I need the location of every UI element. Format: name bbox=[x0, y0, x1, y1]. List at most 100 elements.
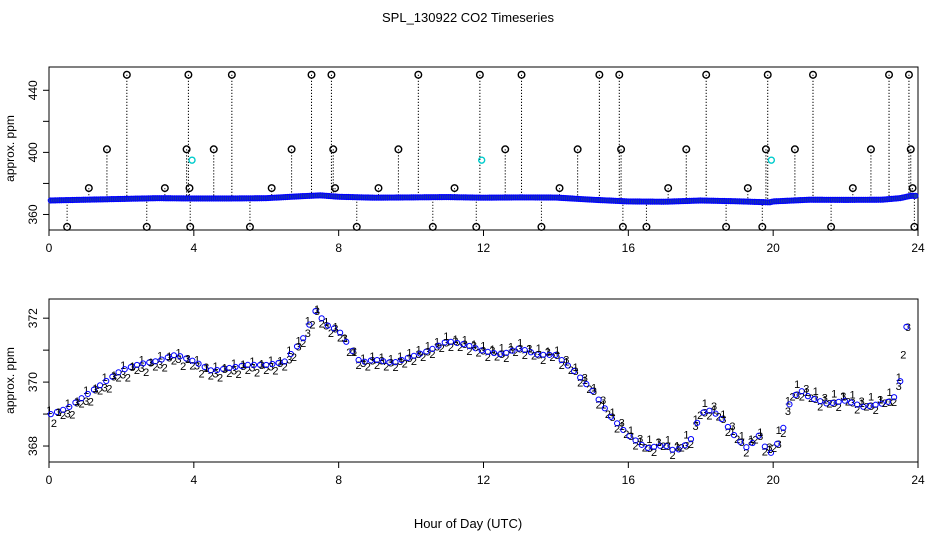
series-point bbox=[300, 335, 307, 342]
series-point-label: 2 bbox=[817, 401, 823, 413]
x-axis-title: Hour of Day (UTC) bbox=[414, 516, 522, 531]
series-point bbox=[176, 353, 184, 360]
series-point-label: 2 bbox=[337, 333, 343, 345]
series-point-label: 3 bbox=[849, 397, 855, 409]
series-point-label: 3 bbox=[111, 372, 117, 384]
series-point-label: 2 bbox=[633, 440, 639, 452]
series-point bbox=[109, 373, 116, 380]
series-point-label: 2 bbox=[642, 443, 648, 455]
series-point-label: 2 bbox=[494, 351, 500, 363]
series-point-label: 1 bbox=[582, 375, 588, 387]
series-point bbox=[380, 358, 387, 365]
series-point bbox=[823, 400, 830, 407]
series-point-label: 2 bbox=[356, 360, 362, 372]
series-point-label: 3 bbox=[517, 344, 523, 356]
y-axis-title-top: approx. ppm bbox=[3, 115, 17, 182]
series-point bbox=[343, 338, 350, 345]
series-point bbox=[786, 401, 793, 408]
series-point-label: 2 bbox=[697, 410, 703, 422]
series-point-label: 1 bbox=[877, 395, 883, 407]
series-point-label: 1 bbox=[757, 427, 763, 439]
series-point-label: 2 bbox=[466, 346, 472, 358]
series-point bbox=[804, 393, 812, 400]
series-point-label: 1 bbox=[665, 434, 671, 446]
series-point-label: 1 bbox=[693, 414, 699, 426]
y-axis-title-bottom: approx. ppm bbox=[3, 347, 17, 414]
outlier-point bbox=[763, 70, 772, 79]
series-point-label: 3 bbox=[314, 306, 320, 318]
series-point-label: 2 bbox=[319, 318, 325, 330]
series-point bbox=[133, 361, 141, 369]
outlier-point bbox=[142, 222, 151, 231]
series-point-label: 3 bbox=[65, 409, 71, 421]
series-point bbox=[60, 406, 67, 413]
series-point-label: 2 bbox=[873, 405, 879, 417]
series-point-label: 2 bbox=[60, 410, 66, 422]
series-point-label: 2 bbox=[863, 402, 869, 414]
series-point-label: 3 bbox=[582, 372, 588, 384]
series-point-label: 1 bbox=[176, 347, 182, 359]
outlier-point bbox=[664, 184, 673, 193]
x-tick-label: 12 bbox=[477, 241, 491, 255]
outlier-point bbox=[617, 145, 626, 154]
outlier-point bbox=[394, 145, 403, 154]
series-point-label: 1 bbox=[212, 361, 218, 373]
series-point-label: 1 bbox=[646, 434, 652, 446]
series-point-label: 1 bbox=[868, 391, 874, 403]
series-point-label: 3 bbox=[619, 418, 625, 430]
series-point-label: 1 bbox=[259, 358, 265, 370]
outlier-point bbox=[910, 222, 919, 231]
series-point-label: 2 bbox=[162, 362, 168, 374]
series-point-label: 1 bbox=[453, 334, 459, 346]
series-point bbox=[232, 363, 239, 371]
outlier-point bbox=[267, 184, 276, 193]
outlier-point bbox=[885, 70, 894, 79]
outlier-point bbox=[702, 70, 711, 79]
outlier-point bbox=[245, 222, 254, 231]
series-point-label: 3 bbox=[656, 437, 662, 449]
series-point-label: 1 bbox=[379, 352, 385, 364]
series-point-label: 2 bbox=[771, 443, 777, 455]
series-point bbox=[84, 390, 91, 398]
series-point-label: 3 bbox=[554, 350, 560, 362]
series-point bbox=[774, 440, 781, 447]
series-point-label: 1 bbox=[563, 357, 569, 369]
series-point bbox=[866, 402, 873, 409]
series-point-label: 2 bbox=[522, 350, 528, 362]
series-point-label: 2 bbox=[503, 353, 509, 365]
series-point bbox=[700, 409, 707, 416]
series-point-label: 3 bbox=[139, 363, 145, 375]
series-point bbox=[435, 342, 442, 349]
series-point bbox=[829, 399, 836, 407]
series-point-label: 2 bbox=[540, 355, 546, 367]
series-point-label: 1 bbox=[545, 346, 551, 358]
series-point bbox=[601, 405, 608, 412]
series-point-label: 1 bbox=[55, 407, 61, 419]
series-point-label: 1 bbox=[166, 351, 172, 363]
series-point-label: 3 bbox=[822, 392, 828, 404]
series-point-label: 3 bbox=[803, 383, 809, 395]
x-tick-label: 16 bbox=[622, 241, 636, 255]
series-point bbox=[164, 354, 171, 361]
series-point-label: 1 bbox=[591, 382, 597, 394]
series-point bbox=[521, 346, 528, 354]
series-point-label: 1 bbox=[840, 392, 846, 404]
series-point-label: 2 bbox=[688, 439, 694, 451]
series-point-label: 2 bbox=[180, 361, 186, 373]
series-point-label: 1 bbox=[720, 409, 726, 421]
series-point bbox=[460, 341, 467, 348]
series-point-label: 2 bbox=[309, 319, 315, 331]
series-point-label: 3 bbox=[249, 362, 255, 374]
series-point-label: 2 bbox=[854, 405, 860, 417]
series-point-label: 1 bbox=[674, 440, 680, 452]
series-point-label: 2 bbox=[743, 447, 749, 459]
series-point bbox=[761, 443, 768, 450]
series-point-label: 3 bbox=[203, 362, 209, 374]
series-point bbox=[878, 400, 885, 407]
outlier-point bbox=[185, 184, 194, 193]
series-point bbox=[441, 339, 448, 346]
series-point-label: 3 bbox=[268, 362, 274, 374]
series-point-label: 1 bbox=[628, 425, 634, 437]
series-point bbox=[417, 350, 424, 357]
series-point-label: 1 bbox=[434, 337, 440, 349]
